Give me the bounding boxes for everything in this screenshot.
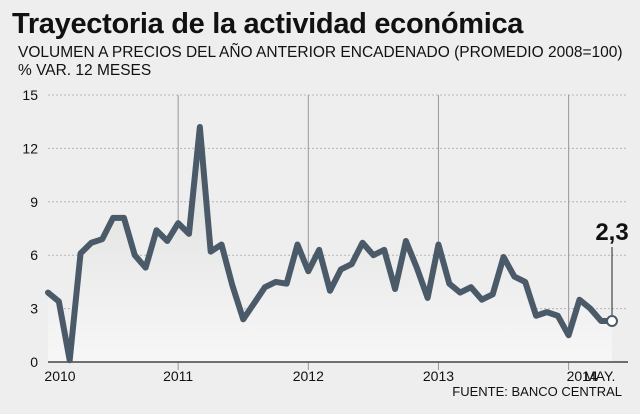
y-tick-label: 12 (22, 140, 38, 156)
y-tick-label: 3 (30, 301, 38, 317)
point-layer (606, 315, 618, 328)
x-tick-label: 2013 (423, 368, 454, 384)
x-tick-label: 2012 (293, 368, 324, 384)
y-axis-unit-label: % VAR. 12 MESES (18, 62, 152, 79)
y-tick-label: 15 (22, 87, 38, 103)
y-tick-label: 6 (30, 247, 38, 263)
x-tick-label: 2011 (163, 368, 193, 384)
source-note: FUENTE: BANCO CENTRAL (452, 384, 622, 399)
series-line (45, 124, 615, 364)
chart-title: Trayectoria de la actividad económica (12, 8, 524, 40)
y-tick-label: 0 (30, 354, 38, 370)
x-tick-label: MAY. (584, 368, 615, 384)
x-tick-label: 2014 (567, 368, 598, 384)
last-value-label: 2,3 (595, 219, 628, 246)
line-layer (45, 124, 615, 364)
area-layer (48, 127, 612, 362)
x-tick-label: 2010 (44, 368, 75, 384)
chart-subtitle: VOLUMEN A PRECIOS DEL AÑO ANTERIOR ENCAD… (18, 44, 623, 61)
y-tick-label: 9 (30, 194, 38, 210)
last-value-marker (606, 315, 618, 328)
series-area (48, 127, 612, 362)
